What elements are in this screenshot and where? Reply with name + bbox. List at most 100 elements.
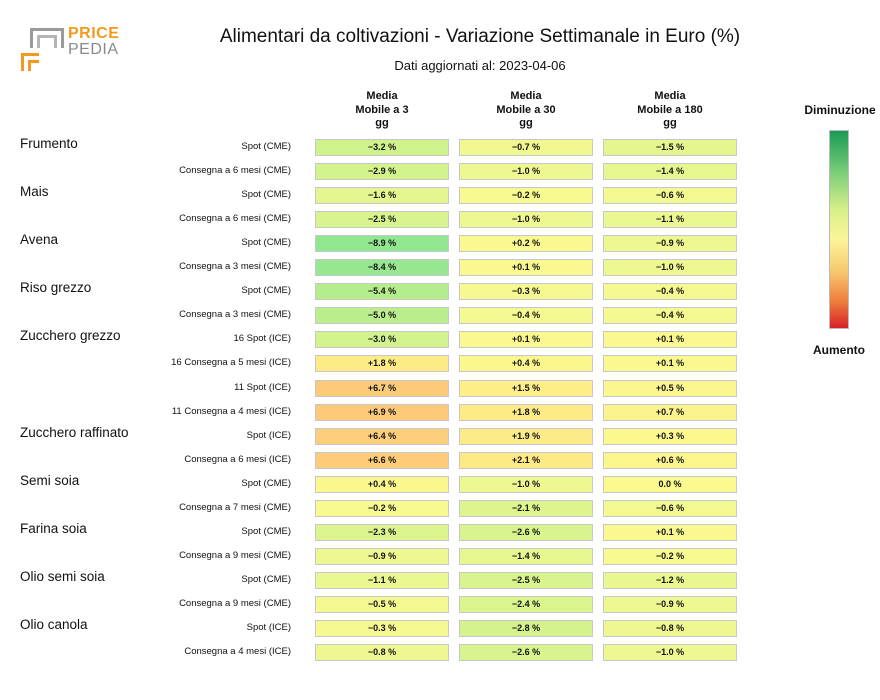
heatmap-cell: +6.6 % bbox=[315, 451, 449, 469]
column-header-line: Media bbox=[510, 90, 542, 102]
heatmap-cell: −3.2 % bbox=[315, 139, 449, 156]
heatmap-cell: −0.2 % bbox=[459, 187, 593, 205]
group-label: Olio semi soia bbox=[20, 568, 105, 584]
heatmap-cell: −1.4 % bbox=[459, 547, 593, 565]
heatmap-cell: −0.4 % bbox=[603, 283, 737, 301]
heatmap-cell: +0.1 % bbox=[603, 331, 737, 349]
heatmap-cell: +0.1 % bbox=[603, 355, 737, 373]
heatmap-cell: +6.7 % bbox=[315, 379, 449, 397]
column-header-ma3: Media Mobile a 3 gg bbox=[314, 90, 450, 131]
column-header-line: gg bbox=[519, 117, 533, 129]
group-label: Farina soia bbox=[20, 520, 87, 536]
heatmap-cell: −1.0 % bbox=[459, 163, 593, 181]
logo-line-1: PRICE bbox=[68, 25, 120, 42]
row-label: 11 Spot (ICE) bbox=[234, 381, 291, 393]
group-label: Zucchero grezzo bbox=[20, 328, 121, 344]
heatmap-cell: −0.2 % bbox=[315, 499, 449, 517]
heatmap-cell: +6.9 % bbox=[315, 403, 449, 421]
group-label: Olio canola bbox=[20, 617, 88, 632]
column-header-line: Mobile a 30 bbox=[496, 103, 556, 116]
legend-color-scale bbox=[829, 130, 849, 329]
column-header-line: gg bbox=[663, 117, 677, 129]
row-label: Consegna a 4 mesi (ICE) bbox=[184, 646, 291, 658]
column-header-line: gg bbox=[375, 117, 389, 129]
heatmap-cell: +0.2 % bbox=[459, 235, 593, 253]
group-label: Mais bbox=[20, 184, 49, 200]
heatmap-cell: −2.5 % bbox=[315, 211, 449, 229]
row-label: Spot (CME) bbox=[241, 573, 291, 585]
heatmap-cell: +0.4 % bbox=[459, 355, 593, 373]
heatmap-cell: +1.8 % bbox=[459, 403, 593, 421]
heatmap-cell: −0.4 % bbox=[603, 307, 737, 325]
heatmap-cell: +0.1 % bbox=[459, 259, 593, 277]
row-label: 16 Consegna a 5 mesi (ICE) bbox=[171, 357, 291, 369]
heatmap-cell: −1.0 % bbox=[603, 644, 737, 662]
column-header-line: Mobile a 3 bbox=[355, 103, 409, 116]
heatmap-cell: −0.3 % bbox=[315, 620, 449, 637]
group-label: Avena bbox=[20, 232, 59, 248]
heatmap-cell: −2.6 % bbox=[459, 523, 593, 541]
column-header-line: Media bbox=[654, 90, 686, 102]
row-label: Spot (CME) bbox=[241, 285, 291, 297]
heatmap-cell: +0.6 % bbox=[603, 451, 737, 469]
heatmap-cell: −0.8 % bbox=[603, 620, 737, 637]
heatmap-cell: −2.3 % bbox=[315, 523, 449, 541]
logo-wordmark: PRICE PEDIA bbox=[68, 26, 119, 58]
heatmap-cell: −3.0 % bbox=[315, 331, 449, 349]
heatmap-cell: +0.5 % bbox=[603, 379, 737, 397]
heatmap-cell: −0.2 % bbox=[603, 547, 737, 565]
column-header-line: Mobile a 180 bbox=[637, 103, 703, 116]
row-label: Spot (CME) bbox=[241, 141, 291, 152]
heatmap-cell: −2.4 % bbox=[459, 595, 593, 613]
row-label: Spot (CME) bbox=[241, 477, 291, 489]
heatmap-cell: +6.4 % bbox=[315, 427, 449, 445]
row-label: Consegna a 3 mesi (CME) bbox=[179, 309, 291, 321]
legend-top-label: Diminuzione bbox=[804, 103, 876, 117]
row-label: Spot (ICE) bbox=[246, 622, 291, 633]
heatmap-cell: −1.0 % bbox=[459, 211, 593, 229]
heatmap-cell: −8.4 % bbox=[315, 259, 449, 277]
heatmap-cell: −5.0 % bbox=[315, 307, 449, 325]
heatmap-cell: −0.5 % bbox=[315, 595, 449, 613]
row-label: Spot (CME) bbox=[241, 237, 291, 249]
heatmap-cell: −0.8 % bbox=[315, 644, 449, 662]
legend-bottom-label: Aumento bbox=[813, 343, 865, 357]
column-header-ma30: Media Mobile a 30 gg bbox=[458, 90, 594, 131]
row-label: Spot (ICE) bbox=[246, 429, 291, 441]
heatmap-cell: +0.1 % bbox=[603, 523, 737, 541]
heatmap-cell: −0.7 % bbox=[459, 139, 593, 156]
heatmap-cell: 0.0 % bbox=[603, 475, 737, 493]
heatmap-cell: −1.1 % bbox=[603, 211, 737, 229]
heatmap-cell: −1.0 % bbox=[603, 259, 737, 277]
heatmap-cell: −1.2 % bbox=[603, 571, 737, 589]
logo-line-2: PEDIA bbox=[68, 41, 119, 58]
heatmap-cell: −0.6 % bbox=[603, 187, 737, 205]
heatmap-cell: −1.6 % bbox=[315, 187, 449, 205]
heatmap-cell: −2.1 % bbox=[459, 499, 593, 517]
row-label: 16 Spot (ICE) bbox=[233, 333, 291, 345]
heatmap-cell: +0.7 % bbox=[603, 403, 737, 421]
heatmap-cell: −0.3 % bbox=[459, 283, 593, 301]
row-label: Spot (CME) bbox=[241, 525, 291, 537]
row-label: Spot (CME) bbox=[241, 189, 291, 201]
chart-subtitle: Dati aggiornati al: 2023-04-06 bbox=[394, 58, 566, 73]
heatmap-cell: −1.0 % bbox=[459, 475, 593, 493]
heatmap-cell: −0.9 % bbox=[603, 235, 737, 253]
row-label: Consegna a 9 mesi (CME) bbox=[179, 549, 291, 561]
group-label: Semi soia bbox=[20, 472, 80, 488]
group-label: Riso grezzo bbox=[20, 280, 92, 296]
heatmap-cell: +0.4 % bbox=[315, 475, 449, 493]
heatmap-cell: −0.4 % bbox=[459, 307, 593, 325]
heatmap-cell: −0.6 % bbox=[603, 499, 737, 517]
row-label: Consegna a 7 mesi (CME) bbox=[179, 501, 291, 513]
heatmap-cell: −1.5 % bbox=[603, 139, 737, 156]
group-label: Zucchero raffinato bbox=[20, 424, 129, 440]
row-label: Consegna a 6 mesi (CME) bbox=[179, 165, 291, 177]
heatmap-cell: −2.5 % bbox=[459, 571, 593, 589]
heatmap-cell: +2.1 % bbox=[459, 451, 593, 469]
heatmap-cell: +0.1 % bbox=[459, 331, 593, 349]
heatmap-cell: −2.6 % bbox=[459, 644, 593, 662]
row-label: 11 Consegna a 4 mesi (ICE) bbox=[171, 405, 291, 417]
column-header-line: Media bbox=[366, 90, 398, 102]
row-label: Consegna a 9 mesi (CME) bbox=[179, 597, 291, 609]
